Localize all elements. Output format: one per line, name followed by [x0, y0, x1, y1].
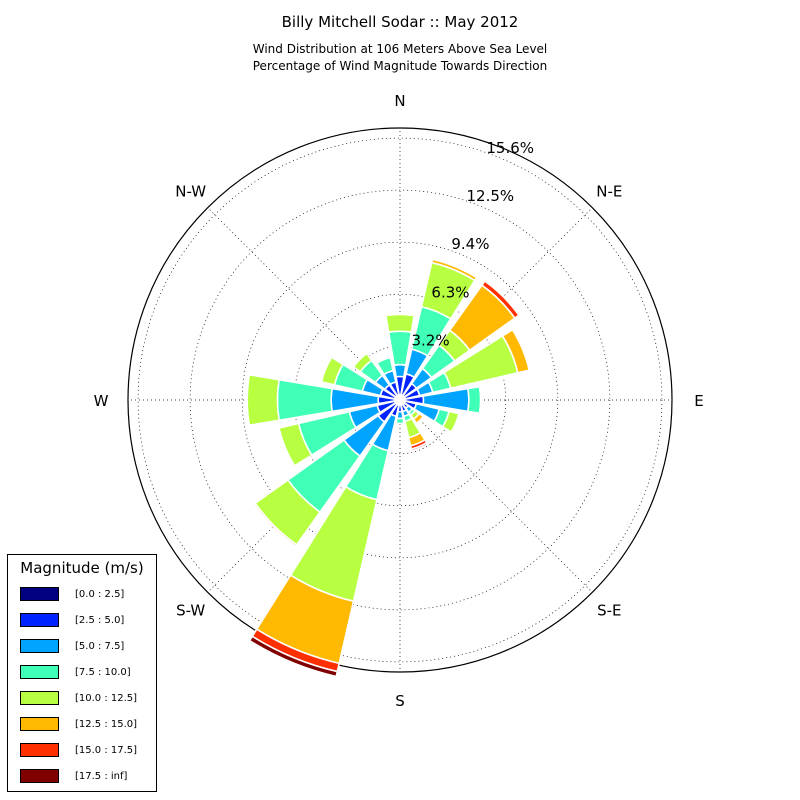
legend-label: [5.0 : 7.5]	[75, 641, 125, 652]
legend-swatch	[20, 639, 59, 653]
legend-label: [2.5 : 5.0]	[75, 615, 125, 626]
bar-WSW-bin-4	[277, 422, 313, 467]
legend: Magnitude (m/s) [0.0 : 2.5] [2.5 : 5.0] [5…	[7, 554, 157, 792]
direction-NNW	[374, 354, 401, 401]
direction-NNE	[399, 258, 478, 401]
direction-NW	[352, 352, 401, 401]
compass-label-n-w: N-W	[175, 183, 206, 201]
grid-circle-4	[189, 189, 611, 611]
legend-label: [10.0 : 12.5]	[75, 693, 138, 704]
bar-NW-bin-4	[352, 352, 373, 373]
compass-label-n-e: N-E	[596, 183, 622, 201]
wind-bars	[246, 258, 531, 678]
bar-N-bin-2	[393, 363, 407, 378]
compass-label-e: E	[694, 392, 703, 410]
bar-SW-bin-6	[252, 502, 298, 548]
compass-label-s: S	[395, 692, 405, 710]
legend-swatch	[20, 665, 59, 679]
bar-E-bin-3	[466, 385, 482, 415]
bar-SSW-bin-7	[248, 635, 339, 678]
direction-SW	[252, 399, 401, 548]
radial-tick-label: 9.4%	[451, 235, 489, 253]
chart-title: Billy Mitchell Sodar :: May 2012	[281, 13, 519, 31]
legend-label: [12.5 : 15.0]	[75, 719, 138, 730]
bar-S-bin-3	[395, 417, 405, 425]
legend-swatch	[20, 613, 59, 627]
bar-SE-bin-5	[412, 412, 425, 425]
legend-swatch	[20, 717, 59, 731]
bar-N-bin-5	[384, 311, 416, 317]
chart-subtitle-1: Wind Distribution at 106 Meters Above Se…	[252, 42, 548, 56]
compass-label-s-e: S-E	[597, 601, 621, 619]
compass-label-n: N	[394, 92, 405, 110]
bar-N-bin-3	[387, 330, 413, 367]
direction-W	[246, 373, 401, 427]
bar-SSE-bin-7	[410, 441, 429, 452]
bar-W-bin-4	[246, 373, 281, 427]
direction-NE	[399, 279, 521, 401]
bar-NE-bin-6	[480, 279, 521, 320]
grid-circle-5	[137, 137, 663, 663]
grid-circle-3	[241, 241, 559, 559]
grid-circle-2	[293, 293, 507, 507]
direction-E	[399, 385, 482, 415]
direction-N	[384, 311, 416, 401]
chart-subtitle-2: Percentage of Wind Magnitude Towards Dir…	[252, 59, 548, 73]
compass-label-s-w: S-W	[176, 601, 205, 619]
legend-title: Magnitude (m/s)	[20, 559, 144, 577]
legend-swatch	[20, 769, 59, 783]
legend-swatch	[20, 691, 59, 705]
compass-label-w: W	[94, 392, 109, 410]
direction-ENE	[399, 328, 531, 401]
direction-SSE	[399, 399, 429, 452]
grid-spoke	[399, 399, 593, 593]
radial-tick-label: 3.2%	[412, 331, 450, 349]
direction-SSW	[248, 399, 401, 678]
legend-label: [15.0 : 17.5]	[75, 745, 138, 756]
legend-label: [17.5 : inf]	[75, 771, 128, 782]
bar-NNW-bin-4	[374, 354, 392, 365]
radial-tick-label: 15.6%	[486, 139, 534, 157]
radial-tick-label: 6.3%	[431, 283, 469, 301]
bar-W-bin-3	[276, 378, 334, 422]
legend-label: [0.0 : 2.5]	[75, 589, 125, 600]
outer-circle	[127, 127, 673, 673]
bar-ENE-bin-5	[501, 328, 531, 374]
bar-WNW-bin-4	[320, 356, 345, 386]
direction-WNW	[320, 356, 401, 401]
legend-label: [7.5 : 10.0]	[75, 667, 131, 678]
legend-swatch	[20, 743, 59, 757]
chart-labels: 3.2% 6.3% 9.4% 12.5% 15.6% N N-E E S-E S S-W W N-W	[94, 92, 704, 710]
radial-tick-label: 12.5%	[466, 187, 514, 205]
bar-NNE-bin-5	[430, 258, 478, 282]
direction-SE	[399, 399, 425, 425]
bar-ESE-bin-4	[441, 410, 460, 434]
legend-swatch	[20, 587, 59, 601]
bar-N-bin-4	[384, 313, 416, 334]
